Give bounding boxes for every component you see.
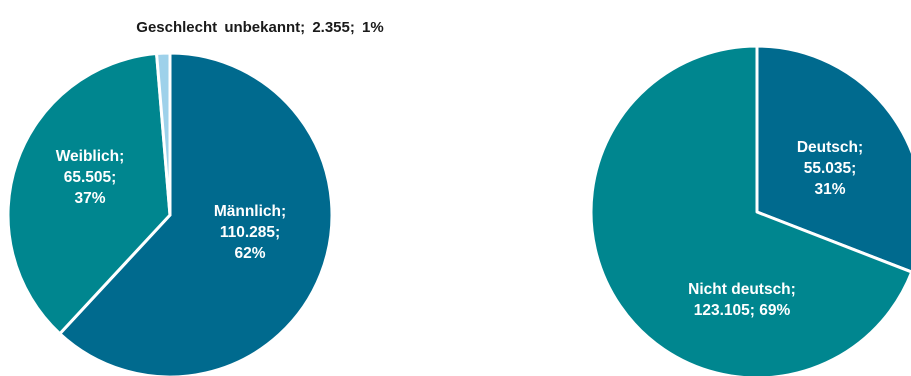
pie-slice-geschlecht-unbekannt bbox=[155, 51, 172, 217]
data-label-line: 65.505; bbox=[64, 169, 117, 186]
data-label-line: 31% bbox=[814, 181, 845, 198]
data-label-line: Nicht deutsch; bbox=[688, 281, 796, 298]
data-label-weiblich: Weiblich; 65.505; 37% bbox=[56, 148, 125, 207]
data-label-deutsch: Deutsch; 55.035; 31% bbox=[797, 139, 863, 198]
data-label-line: Männlich; bbox=[214, 203, 286, 220]
pie-slice-deutsch bbox=[755, 44, 911, 274]
data-label-line: Geschlecht unbekannt; 2.355; 1% bbox=[136, 19, 383, 36]
data-label-geschlecht-unbekannt: Geschlecht unbekannt; 2.355; 1% bbox=[136, 19, 383, 36]
data-label-line: 123.105; 69% bbox=[694, 302, 791, 319]
pie-slice-nicht-deutsch bbox=[589, 44, 911, 376]
pie-slice-maennlich bbox=[58, 51, 334, 376]
data-label-maennlich: Männlich; 110.285; 62% bbox=[214, 203, 286, 262]
data-label-nicht-deutsch: Nicht deutsch; 123.105; 69% bbox=[688, 281, 796, 319]
data-label-line: Deutsch; bbox=[797, 139, 863, 156]
data-label-line: Weiblich; bbox=[56, 148, 125, 165]
pie-chart-gender: Männlich; 110.285; 62% Weiblich; 65.505; 37% G… bbox=[6, 19, 384, 376]
data-label-line: 110.285; bbox=[220, 224, 280, 241]
data-label-line: 55.035; bbox=[804, 160, 857, 177]
pie-chart-nationality: Deutsch; 55.035; 31% Nicht deutsch; 123.105;… bbox=[589, 44, 911, 376]
data-label-line: 37% bbox=[74, 190, 105, 207]
data-label-line: 62% bbox=[234, 245, 265, 262]
pie-slice-weiblich bbox=[6, 52, 172, 336]
